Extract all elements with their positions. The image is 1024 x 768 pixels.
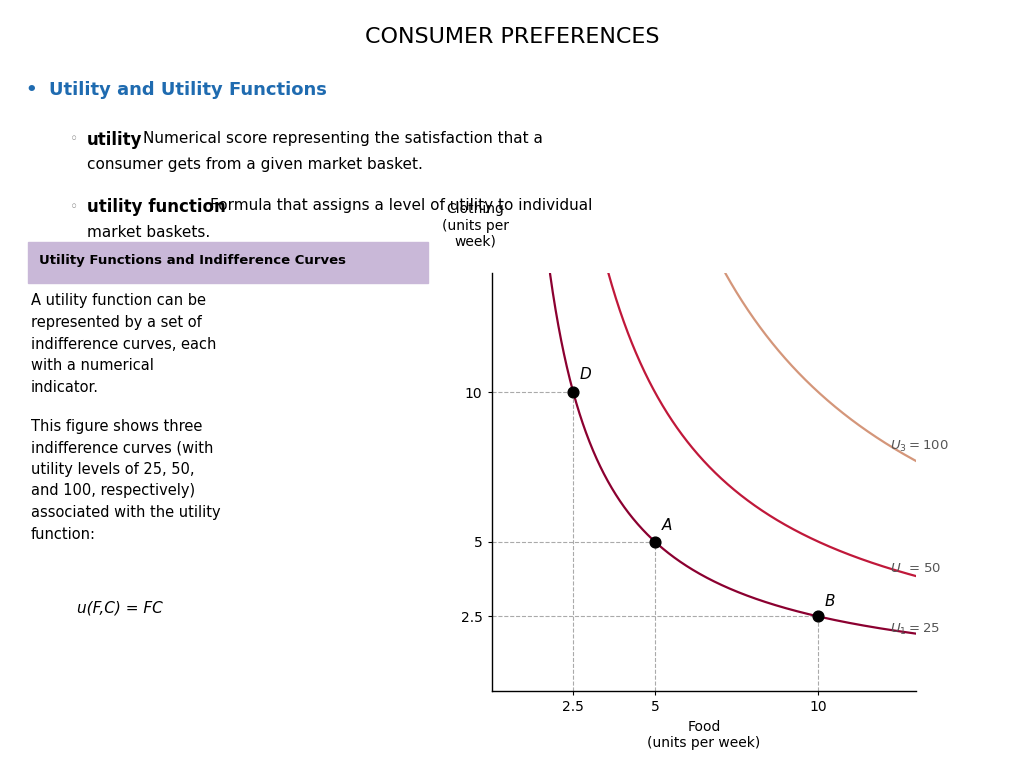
Text: market baskets.: market baskets. [87, 225, 210, 240]
Text: Utility Functions and Indifference Curves: Utility Functions and Indifference Curve… [39, 254, 346, 267]
FancyBboxPatch shape [28, 242, 428, 283]
Text: ◦: ◦ [70, 200, 78, 214]
Text: consumer gets from a given market basket.: consumer gets from a given market basket… [87, 157, 423, 173]
Text: CONSUMER PREFERENCES: CONSUMER PREFERENCES [365, 27, 659, 47]
Text: A: A [662, 518, 672, 533]
Text: Utility and Utility Functions: Utility and Utility Functions [49, 81, 327, 98]
Text: Clothing
(units per
week): Clothing (units per week) [441, 202, 509, 249]
X-axis label: Food
(units per week): Food (units per week) [647, 720, 761, 750]
Text: Numerical score representing the satisfaction that a: Numerical score representing the satisfa… [143, 131, 544, 146]
Text: u(F,C) = FC: u(F,C) = FC [77, 601, 163, 616]
Text: This figure shows three
indifference curves (with
utility levels of 25, 50,
and : This figure shows three indifference cur… [31, 419, 220, 541]
Point [810, 611, 826, 623]
Text: Formula that assigns a level of utility to individual: Formula that assigns a level of utility … [210, 198, 592, 214]
Text: D: D [580, 367, 592, 382]
Text: ◦: ◦ [70, 132, 78, 146]
Point [647, 535, 664, 548]
Text: B: B [825, 594, 836, 609]
Text: A utility function can be
represented by a set of
indifference curves, each
with: A utility function can be represented by… [31, 293, 216, 395]
Text: $U_1 = 25$: $U_1 = 25$ [890, 622, 940, 637]
Text: $U$  = 50: $U$ = 50 [890, 562, 942, 575]
Text: utility function: utility function [87, 198, 225, 216]
Text: •: • [26, 81, 37, 98]
Point [565, 386, 582, 399]
Text: utility: utility [87, 131, 142, 148]
Text: $U_3 = 100$: $U_3 = 100$ [890, 439, 949, 454]
